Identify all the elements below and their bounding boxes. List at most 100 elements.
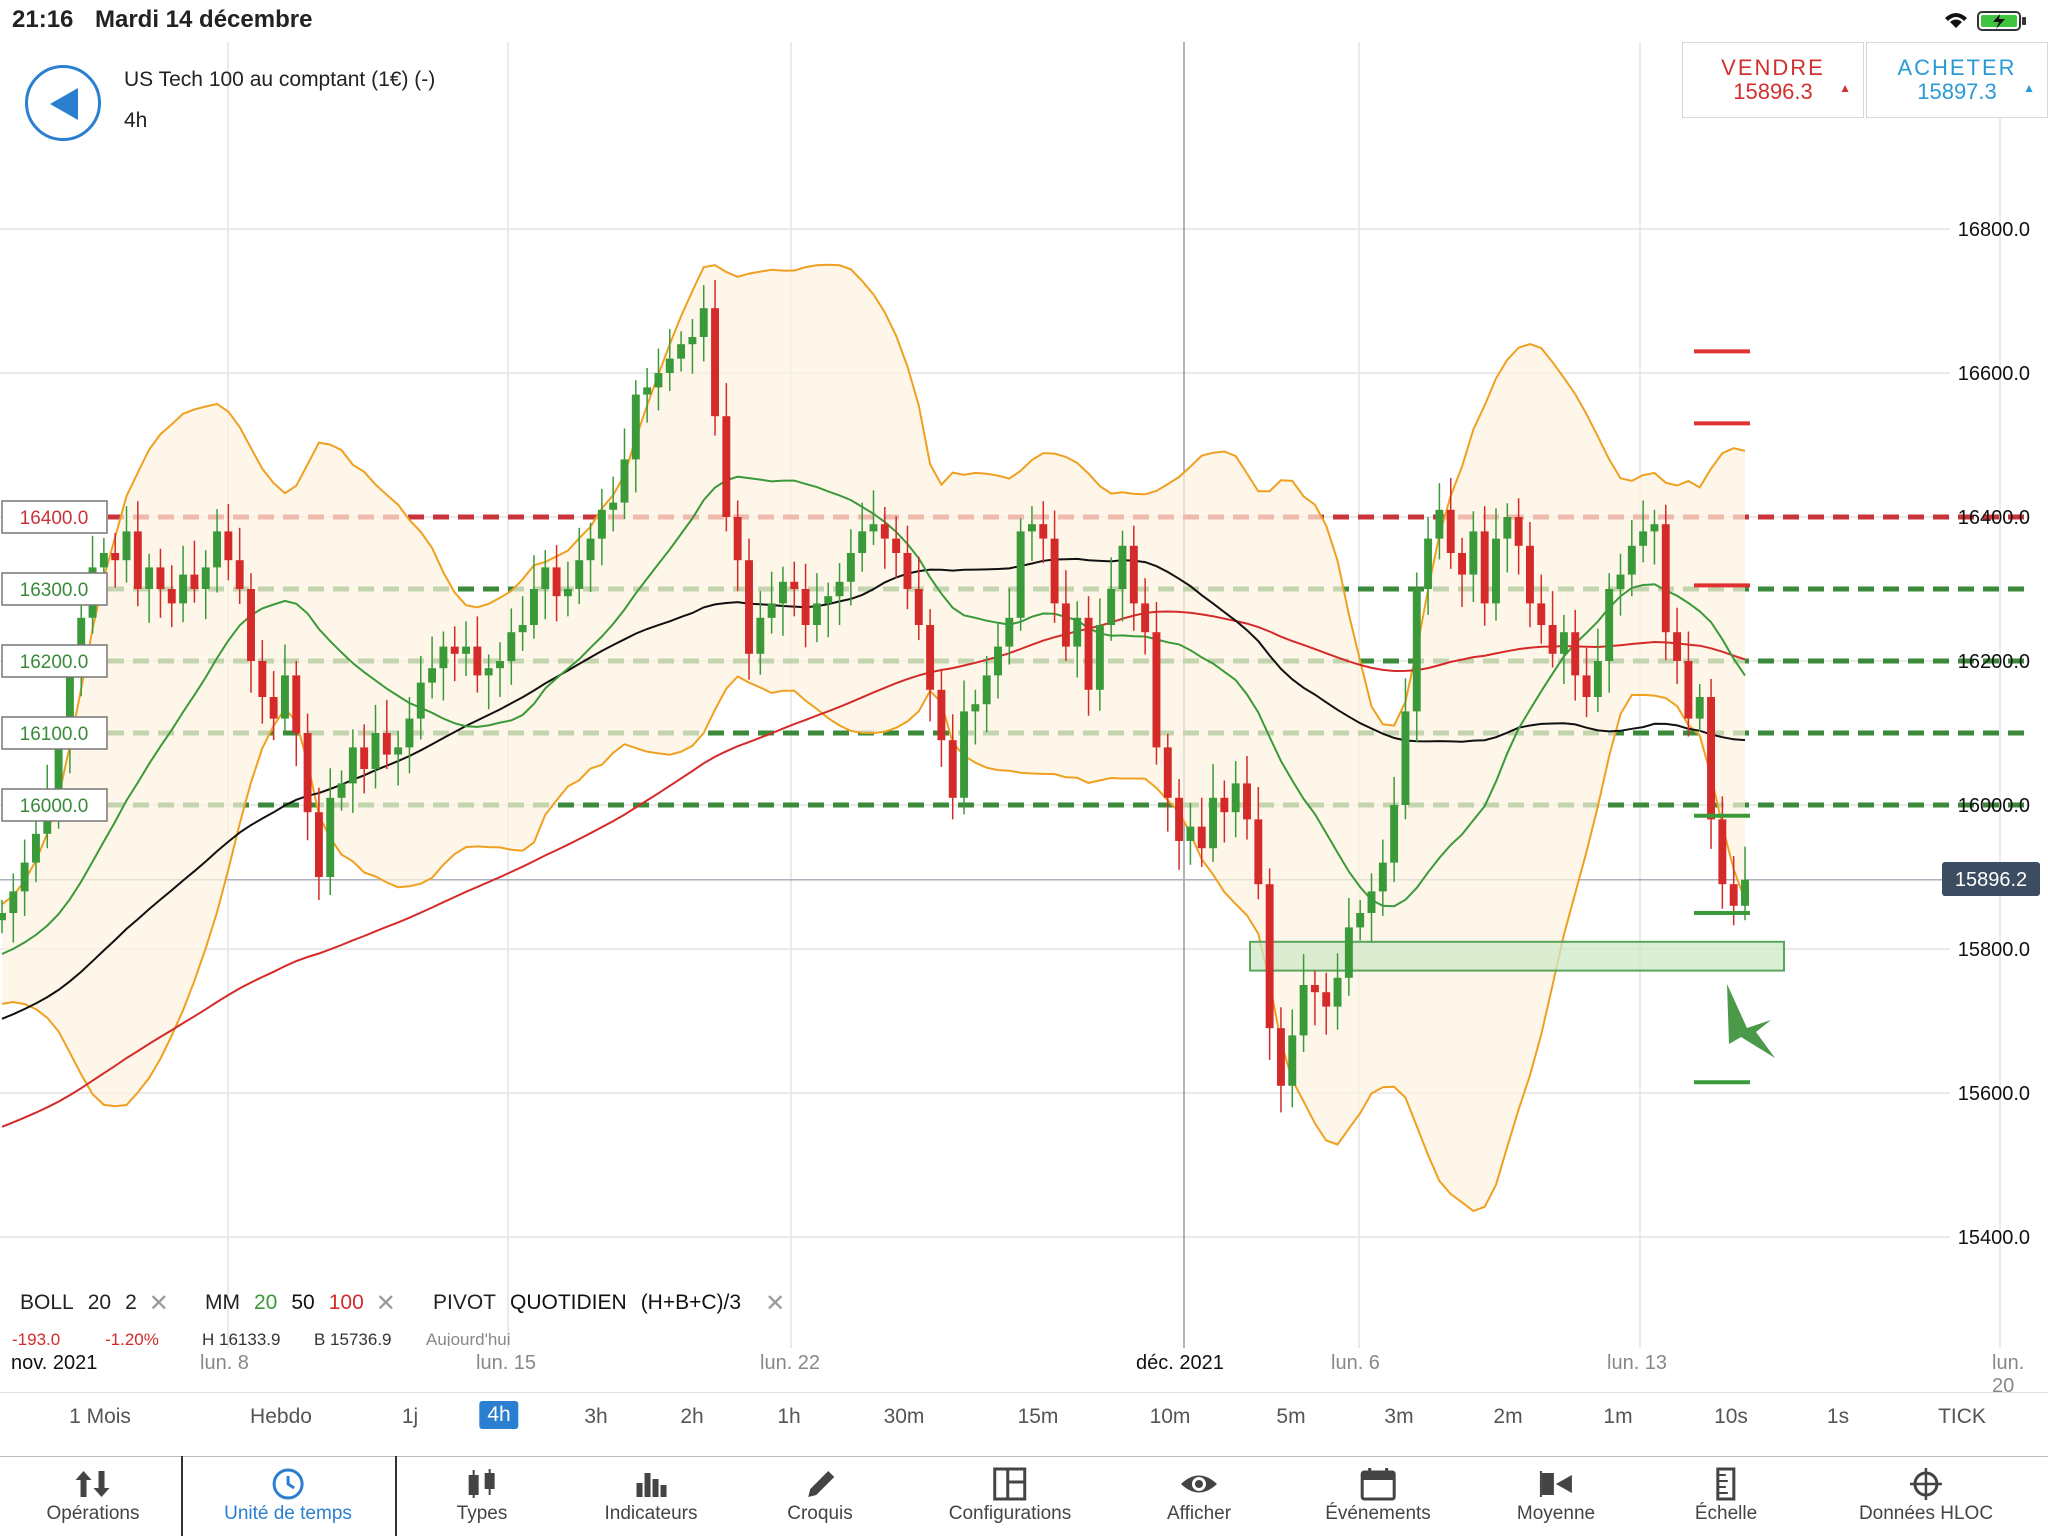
candle [914, 556, 923, 641]
candle-body [337, 783, 346, 798]
candle-body [846, 553, 855, 582]
candle-body [1616, 574, 1625, 589]
candle-body [190, 574, 199, 589]
candle [869, 490, 878, 546]
timeframe-1h[interactable]: 1h [777, 1405, 801, 1428]
candle [541, 550, 550, 620]
tool-sketch[interactable]: Croquis [787, 1457, 853, 1537]
sell-button[interactable]: VENDRE 15896.3 ▲ [1682, 42, 1864, 118]
indicator-boll[interactable]: BOLL 20 2 ✕ [20, 1289, 169, 1317]
candle-body [688, 337, 697, 345]
candle [1492, 508, 1500, 621]
tool-operations[interactable]: Opérations [46, 1457, 140, 1537]
date-label: lun. 6 [1331, 1352, 1380, 1374]
timeframe-1m[interactable]: 1m [1603, 1405, 1633, 1428]
candle-body [133, 531, 142, 589]
candle [269, 671, 278, 741]
date-label: lun. 8 [200, 1352, 249, 1374]
timeframe-5m[interactable]: 5m [1276, 1405, 1306, 1428]
candle-body [145, 567, 154, 589]
tool-scale[interactable]: Échelle [1695, 1457, 1757, 1537]
tool-events[interactable]: Événements [1325, 1457, 1431, 1537]
candle-body [111, 553, 120, 561]
tool-indicators[interactable]: Indicateurs [605, 1457, 697, 1537]
timeframe-10s[interactable]: 10s [1714, 1405, 1748, 1428]
candle-body [1424, 538, 1433, 589]
candle-body [1480, 531, 1489, 604]
operations-icon [75, 1471, 110, 1497]
sell-label: VENDRE [1721, 55, 1825, 80]
candle-body [405, 718, 414, 748]
timeframe-tick[interactable]: TICK [1938, 1405, 1986, 1428]
buy-button[interactable]: ACHETER 15897.3 ▲ [1866, 42, 2048, 118]
timeframe-2m[interactable]: 2m [1493, 1405, 1523, 1428]
candle [654, 348, 663, 411]
tool-average[interactable]: Moyenne [1517, 1457, 1595, 1537]
candle [745, 538, 753, 680]
timeframe-hebdo[interactable]: Hebdo [250, 1405, 312, 1428]
candle-body [507, 632, 516, 661]
tool-time-unit[interactable]: Unité de temps [224, 1457, 352, 1537]
candle [258, 640, 267, 724]
tool-show[interactable]: Afficher [1167, 1457, 1231, 1537]
tool-configurations[interactable]: Configurations [949, 1457, 1071, 1537]
candle [439, 631, 448, 701]
tool-types[interactable]: Types [457, 1457, 507, 1537]
candle-body [1039, 524, 1048, 539]
timeframe-10m[interactable]: 10m [1149, 1405, 1191, 1428]
level-tags: 16400.0 16300.0 16200.0 16100.0 16000.0 [1, 500, 108, 822]
bar-chart-icon [636, 1473, 667, 1497]
candle-body [54, 747, 63, 798]
candle [1548, 591, 1557, 668]
timeframe-2h[interactable]: 2h [680, 1405, 704, 1428]
timeframe-15m[interactable]: 15m [1017, 1405, 1059, 1428]
candle [1559, 614, 1568, 685]
timeframe-4h[interactable]: 4h [479, 1401, 519, 1429]
remove-mm-icon[interactable]: ✕ [375, 1289, 396, 1317]
candle [1582, 648, 1591, 718]
candle-body [1027, 524, 1036, 532]
pivot-formula: (H+B+C)/3 [640, 1291, 742, 1314]
candle-body [835, 581, 844, 597]
date-label: lun. 15 [476, 1352, 537, 1374]
level-tag: 16300.0 [1, 572, 108, 606]
candle [190, 540, 199, 603]
candle-body [552, 567, 561, 597]
timeframe-3h[interactable]: 3h [584, 1405, 608, 1428]
back-button[interactable] [25, 65, 101, 141]
green-arrow-annotation [1727, 984, 1775, 1058]
ruler-icon [1716, 1467, 1736, 1501]
candle [1424, 517, 1433, 615]
candle-body [1639, 531, 1648, 546]
day-high: H 16133.9 [202, 1330, 281, 1346]
candle-body [394, 747, 403, 755]
price-axis: 16800.0 16600.0 16400.0 16200.0 16000.0 15800… [1958, 219, 2030, 1249]
candle [722, 383, 731, 532]
timeframe-3m[interactable]: 3m [1384, 1405, 1414, 1428]
tool-label: Opérations [46, 1503, 140, 1524]
price-chart[interactable]: 16800.0 16600.0 16400.0 16200.0 16000.0 15800… [0, 0, 2048, 1400]
candle-body [1378, 862, 1387, 892]
candle-body [609, 502, 618, 510]
remove-pivot-icon[interactable]: ✕ [765, 1289, 786, 1317]
candle-body [1514, 517, 1523, 546]
timeframe-30m[interactable]: 30m [883, 1405, 925, 1428]
candle-body [767, 603, 776, 618]
timeframe-1-mois[interactable]: 1 Mois [69, 1405, 131, 1428]
candle-body [1718, 819, 1727, 885]
candle-body [462, 646, 471, 654]
candle [337, 770, 346, 811]
candle [1684, 631, 1693, 737]
remove-boll-icon[interactable]: ✕ [148, 1289, 169, 1317]
timeframe-1s[interactable]: 1s [1826, 1405, 1850, 1428]
candle [1310, 970, 1319, 1026]
instrument-timeframe: 4h [124, 109, 148, 132]
candle [937, 668, 946, 767]
indicator-pivot[interactable]: PIVOT QUOTIDIEN (H+B+C)/3 ✕ [433, 1289, 786, 1317]
candle-body [496, 661, 504, 669]
tool-hloc-data[interactable]: Données HLOC [1859, 1457, 1993, 1537]
candle-body [1605, 589, 1614, 661]
candle-body [654, 373, 663, 388]
timeframe-1j[interactable]: 1j [401, 1405, 419, 1428]
indicator-mm[interactable]: MM 20 50 100 ✕ [205, 1289, 396, 1317]
